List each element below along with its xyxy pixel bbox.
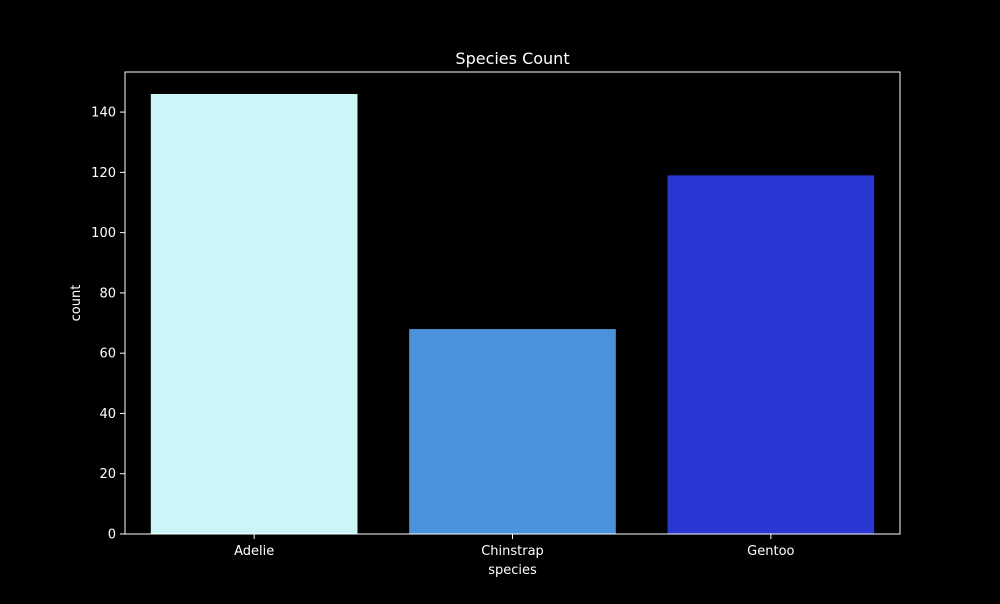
y-axis-label: count bbox=[69, 285, 84, 322]
y-tick-label: 20 bbox=[99, 467, 116, 482]
bar-gentoo bbox=[667, 175, 875, 534]
x-tick-label: Adelie bbox=[234, 544, 274, 559]
y-tick-label: 80 bbox=[99, 286, 116, 301]
y-tick-label: 40 bbox=[99, 407, 116, 422]
y-tick-label: 120 bbox=[91, 166, 116, 181]
bars-layer bbox=[150, 94, 875, 534]
bar-adelie bbox=[150, 94, 358, 534]
x-axis-label: species bbox=[488, 563, 537, 578]
bar-chinstrap bbox=[409, 329, 616, 534]
y-tick-label: 140 bbox=[91, 106, 116, 121]
y-tick-label: 0 bbox=[108, 528, 116, 543]
chart-title: Species Count bbox=[455, 49, 569, 68]
y-tick-label: 60 bbox=[99, 347, 116, 362]
x-tick-label: Chinstrap bbox=[481, 544, 544, 559]
axes-layer: 0 20 40 60 80 100 120 140 Adelie Chinstrap Gentoo bbox=[91, 71, 901, 559]
y-tick-label: 100 bbox=[91, 226, 116, 241]
x-tick-label: Gentoo bbox=[747, 544, 794, 559]
